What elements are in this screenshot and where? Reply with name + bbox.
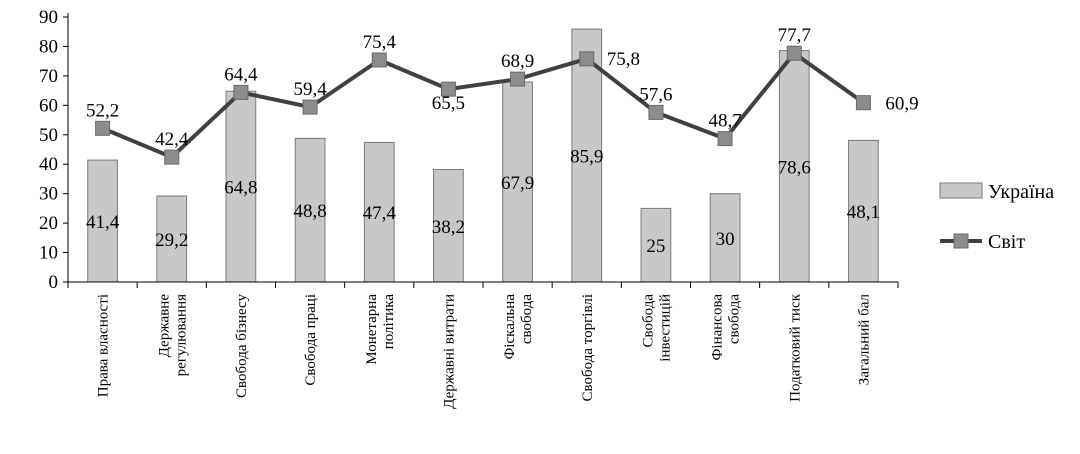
legend-swatch-bar [939,182,983,199]
x-tick-label-line: Загальний бал [856,293,872,385]
line-marker [510,71,526,87]
line-data-label: 48,7 [708,111,741,132]
x-tick-label-line: Свобода торгівлі [580,294,596,401]
bar-data-label: 29,2 [155,230,188,251]
y-tick-label: 60 [39,95,58,116]
x-tick-label-line: інвестицій [657,294,673,362]
line-marker [302,99,318,115]
bar [225,90,257,283]
bar [87,159,118,283]
line-path [101,51,865,160]
x-tick-label: Державнерегулювання [156,294,189,377]
x-tick-label: Свободаінвестицій [640,294,673,362]
bar [778,50,810,283]
y-tick-label: 80 [39,36,58,57]
y-tick-label: 30 [39,184,58,205]
x-tick-label-line: Фіскальна [502,294,518,360]
bar-data-label: 25 [646,236,665,257]
x-tick-label-line: Свобода бізнесу [234,294,250,398]
line-marker [164,149,180,165]
legend: Україна Світ [939,181,1054,253]
bar-data-label: 67,9 [501,173,534,194]
bar-data-label: 48,1 [847,202,880,223]
bar [294,137,326,283]
line-data-label: 64,4 [224,64,258,85]
line-marker [371,52,387,68]
bar-data-label: 47,4 [363,203,397,224]
line-marker [579,51,595,67]
line-marker [440,81,456,97]
line-data-label: 60,9 [885,94,918,115]
y-tick-label: 70 [39,66,58,87]
bar-data-label: 85,9 [570,147,603,168]
y-tick-label: 90 [39,7,58,28]
line-marker [855,95,871,111]
line-data-label: 59,4 [293,79,327,100]
line-data-label: 65,5 [432,93,465,114]
bar-series [87,28,879,283]
bar [709,193,741,283]
bar [571,28,603,283]
x-tick-label-line: Державні витрати [441,294,457,409]
line-marker [95,120,111,136]
x-tick-label: Свобода бізнесу [234,294,250,398]
x-tick-label: Фіскальнасвобода [502,294,535,360]
x-tick-label-line: Свобода праці [303,294,319,386]
y-tick-label: 20 [39,213,58,234]
y-tick-label: 50 [39,125,58,146]
x-tick-label: Загальний бал [856,293,872,385]
bar-data-label: 38,2 [432,217,465,238]
line-marker [717,131,733,147]
bar-data-label: 41,4 [86,212,120,233]
line-data-label: 68,9 [501,51,534,72]
x-tick-label: Свобода праці [303,294,319,386]
line-marker [786,45,802,61]
y-tick-label: 40 [39,154,58,175]
bar [848,139,879,283]
y-tick-label: 10 [39,243,58,264]
x-tick-label: Права власності [96,294,112,397]
y-axis: 0 10 20 30 40 50 60 70 80 90 [39,7,69,293]
line-data-label: 75,4 [363,32,397,53]
line-marker [648,104,664,120]
x-tick-label: Податковий тиск [787,293,803,402]
bar-data-label: 48,8 [293,201,326,222]
x-tick-label-line: Фінансова [710,294,726,361]
bar [433,169,464,283]
legend-label: Світ [988,231,1025,253]
legend-label: Україна [988,181,1054,203]
line-marker [233,84,249,100]
x-tick-label-line: Монетарна [364,294,380,365]
bar-data-label: 30 [716,229,735,250]
x-tick-label-line: Свобода [640,294,656,348]
bar-data-label: 78,6 [778,157,811,178]
data-labels: 41,4 29,2 64,8 48,8 47,4 38,2 67,9 85,9 25 30 78,6… [86,25,919,257]
x-axis: Права власності Державнерегулювання Свобод… [67,281,899,409]
bar [363,141,395,283]
x-tick-label: Фінансовасвобода [710,294,743,361]
bar-data-label: 64,8 [224,178,257,199]
x-tick-label-line: політика [381,294,397,350]
x-tick-label: Монетарнаполітика [364,294,397,365]
line-data-label: 77,7 [778,25,811,46]
x-tick-label-line: Державне [156,294,172,358]
line-data-label: 52,2 [86,100,119,121]
y-tick-label: 0 [49,272,59,293]
line-data-label: 75,8 [607,49,640,70]
line-data-label: 57,6 [639,84,672,105]
legend-swatch-marker [953,233,969,249]
x-tick-label-line: свобода [519,294,535,344]
x-tick-label: Державні витрати [441,294,457,409]
x-tick-label-line: свобода [727,294,743,344]
x-tick-label-line: Права власності [96,294,112,397]
x-tick-label: Свобода торгівлі [580,294,596,401]
line-data-label: 42,4 [155,129,189,150]
line-series [95,45,871,165]
x-tick-label-line: Податковий тиск [787,293,803,402]
bar [640,207,672,283]
bar [156,195,188,283]
x-tick-label-line: регулювання [173,294,189,376]
